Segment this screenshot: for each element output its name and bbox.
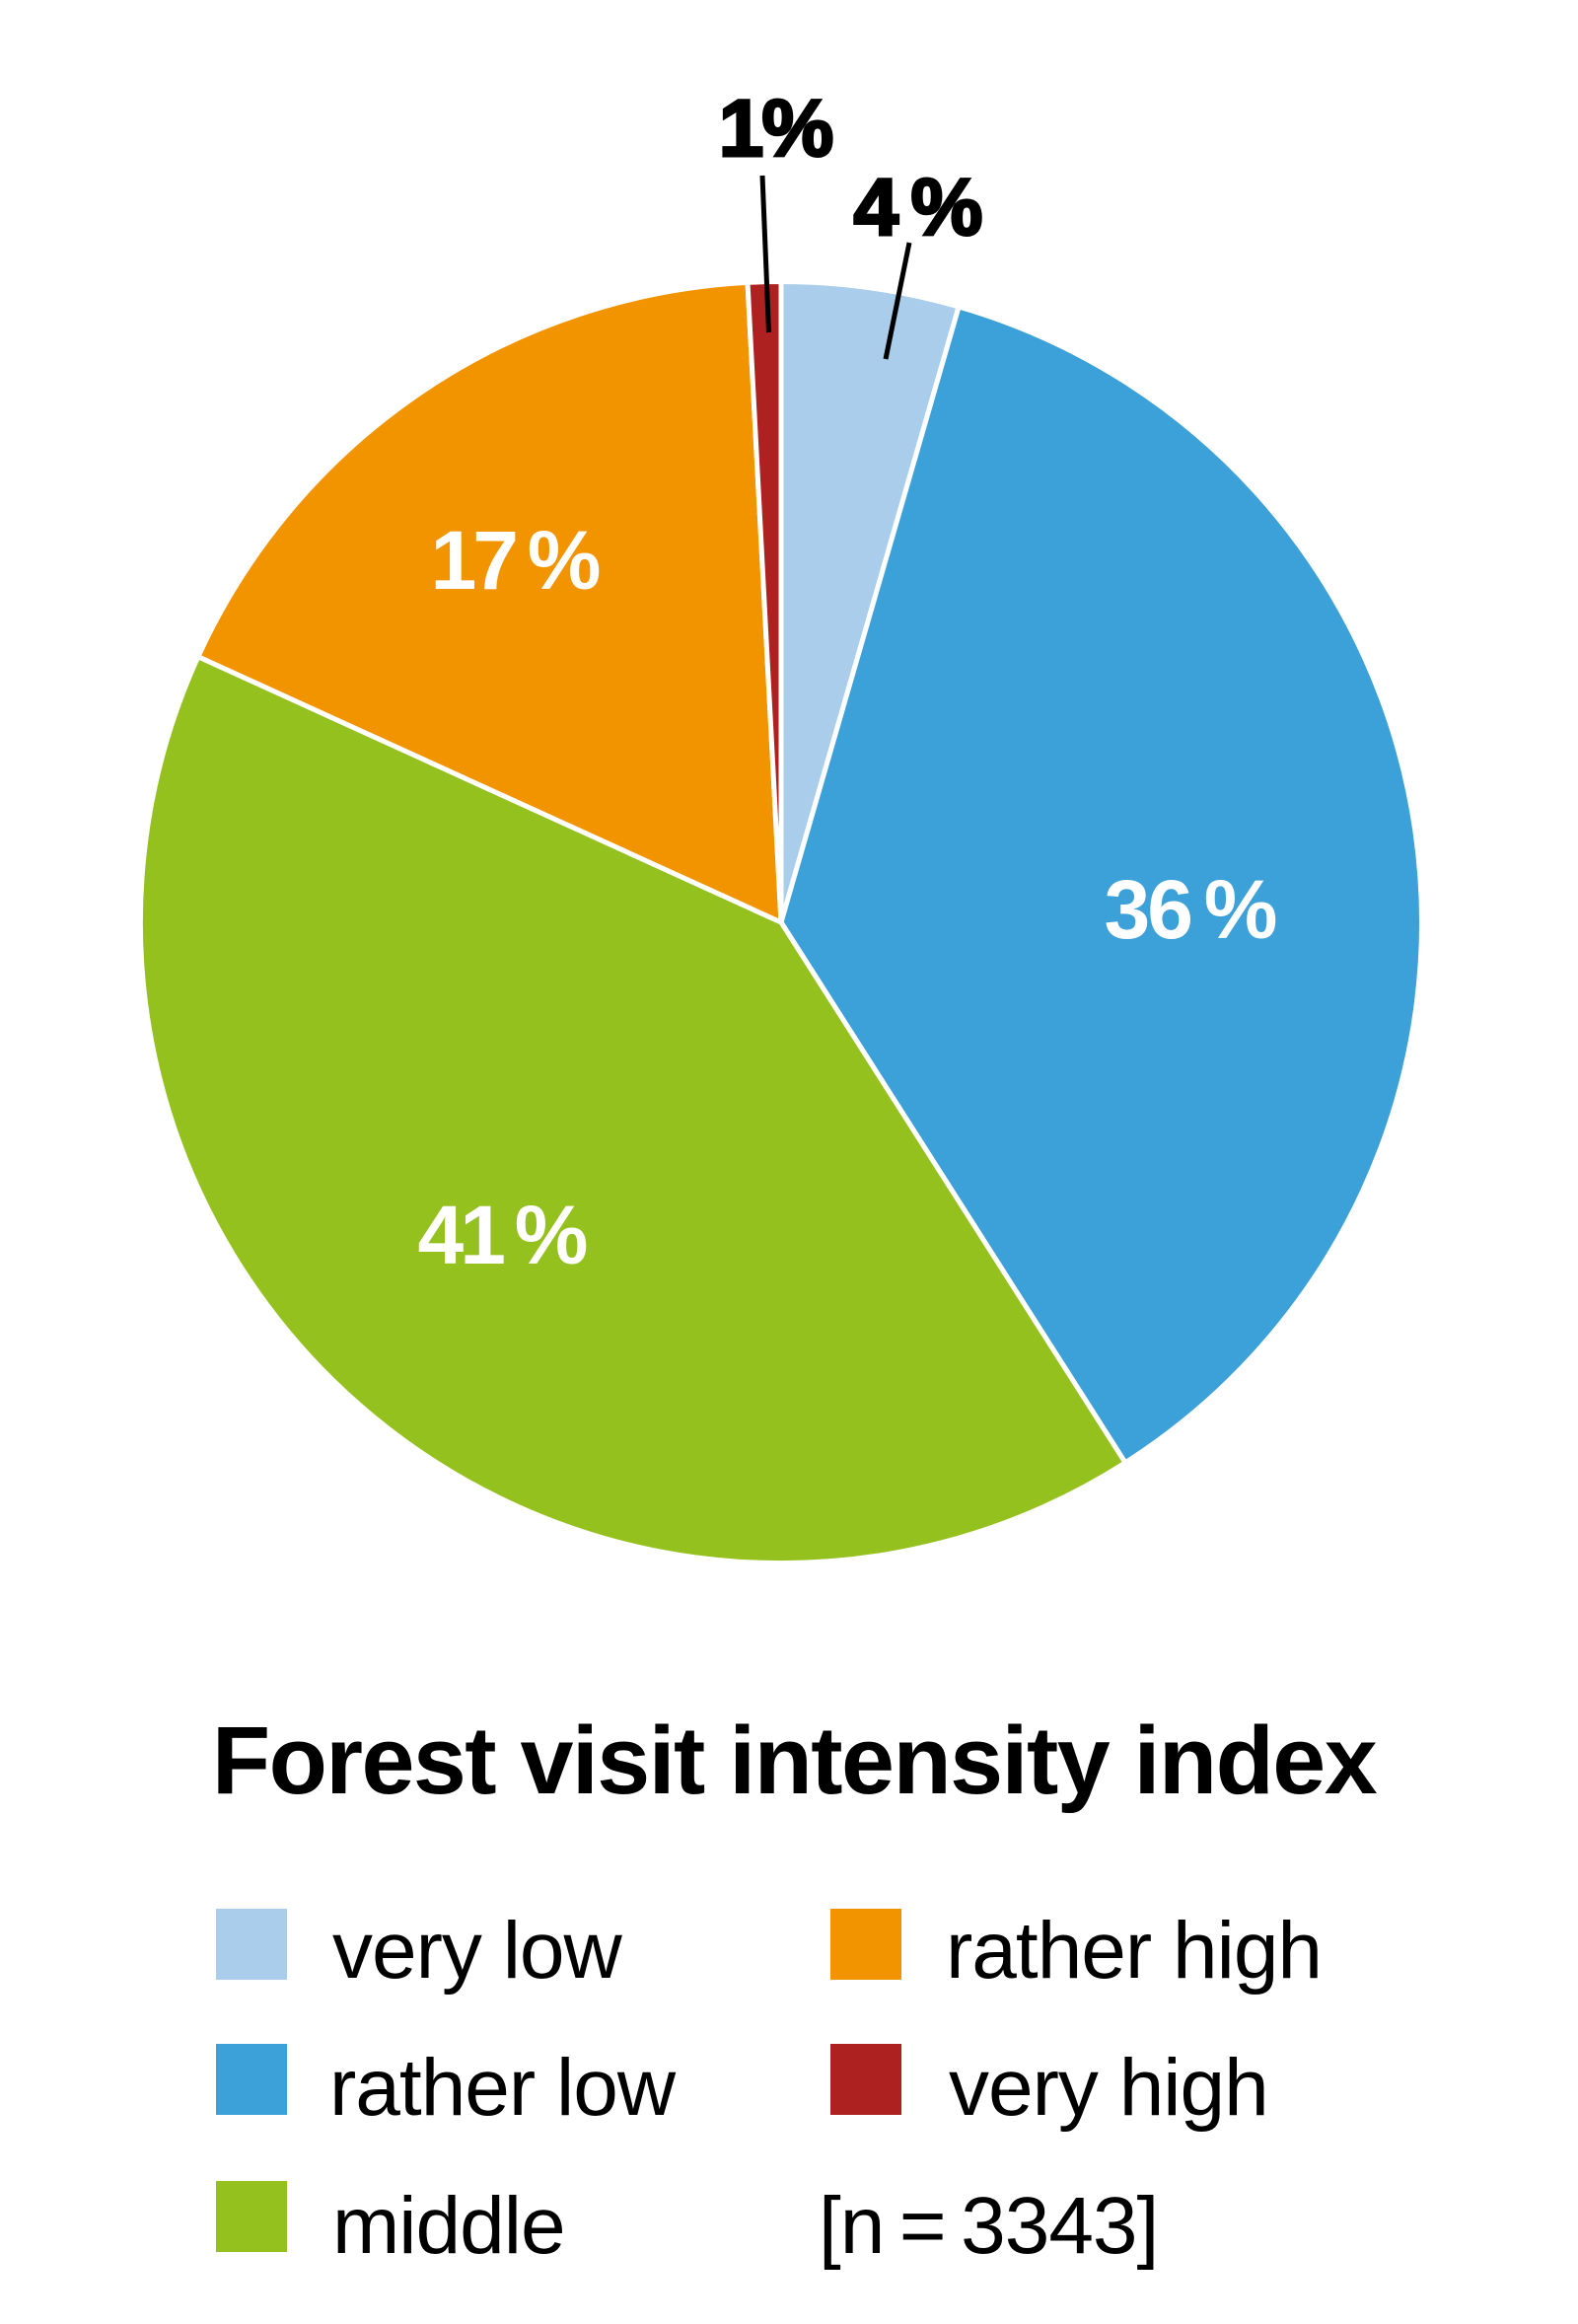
svg-text:rather high: rather high [946,1906,1322,1996]
svg-text:36 %: 36 % [1105,863,1276,956]
svg-text:very low: very low [332,1906,623,1996]
svg-text:[n = 3343]: [n = 3343] [819,2181,1158,2271]
svg-text:4 %: 4 % [854,163,981,253]
svg-text:41 %: 41 % [418,1189,587,1281]
svg-text:very high: very high [949,2043,1268,2133]
svg-text:rather low: rather low [329,2043,677,2133]
svg-text:middle: middle [332,2181,565,2271]
svg-text:Forest visit intensity index: Forest visit intensity index [212,1707,1378,1814]
svg-text:17 %: 17 % [431,514,600,607]
svg-text:1%: 1% [719,84,832,174]
